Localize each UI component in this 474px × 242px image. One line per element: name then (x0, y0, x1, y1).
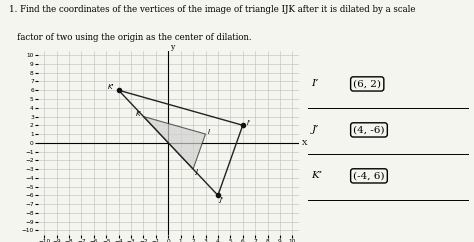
Text: (4, -6): (4, -6) (353, 125, 385, 134)
Text: K’: K’ (311, 171, 322, 180)
Text: J: J (195, 169, 197, 175)
Text: X: X (302, 139, 308, 147)
Text: 1. Find the coordinates of the vertices of the image of triangle IJK after it is: 1. Find the coordinates of the vertices … (9, 5, 416, 14)
Text: J': J' (219, 197, 224, 203)
Text: K': K' (108, 84, 114, 90)
Polygon shape (144, 116, 206, 169)
Text: J’: J’ (311, 125, 319, 134)
Text: I: I (208, 129, 210, 135)
Text: y: y (170, 43, 174, 51)
Text: K: K (136, 111, 140, 117)
Text: (6, 2): (6, 2) (353, 79, 381, 88)
Text: (-4, 6): (-4, 6) (353, 171, 385, 180)
Text: factor of two using the origin as the center of dilation.: factor of two using the origin as the ce… (9, 33, 252, 42)
Text: I’: I’ (311, 79, 319, 88)
Text: I': I' (247, 120, 251, 126)
